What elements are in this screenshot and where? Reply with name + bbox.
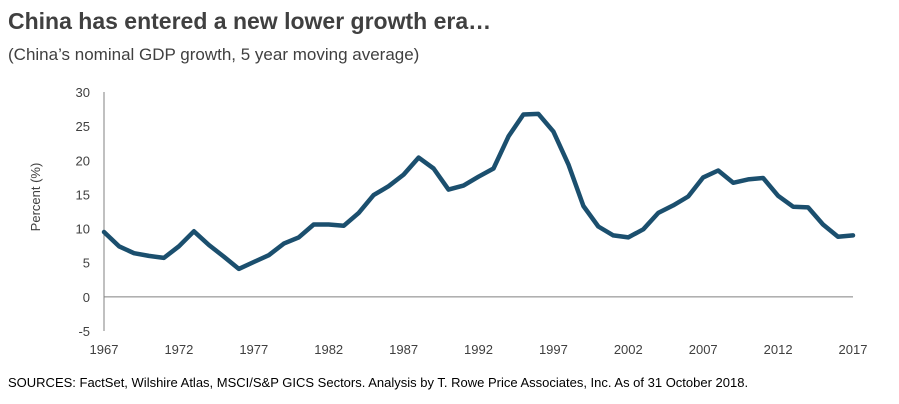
y-tick-label: 5 (83, 256, 90, 271)
y-tick-label: 30 (76, 85, 90, 100)
source-note: SOURCES: FactSet, Wilshire Atlas, MSCI/S… (8, 375, 749, 390)
x-tick-label: 2007 (689, 342, 718, 357)
x-tick-label: 1992 (464, 342, 493, 357)
y-tick-label: 15 (76, 187, 90, 202)
y-axis-ticks: -5 0 5 10 15 20 25 30 (76, 85, 90, 339)
y-tick-label: 10 (76, 222, 90, 237)
x-tick-label: 1972 (164, 342, 193, 357)
series-line (101, 111, 856, 272)
x-tick-label: 2017 (839, 342, 868, 357)
y-tick-label: 20 (76, 153, 90, 168)
x-tick-label: 1982 (314, 342, 343, 357)
x-axis-ticks: 1967 1972 1977 1982 1987 1992 1997 2002 2007 2012… (90, 342, 868, 357)
y-axis-label: Percent (%) (28, 163, 43, 232)
x-tick-label: 1967 (90, 342, 119, 357)
y-tick-label: 25 (76, 119, 90, 134)
x-tick-label: 2012 (764, 342, 793, 357)
x-tick-label: 1977 (239, 342, 268, 357)
y-tick-label: -5 (78, 324, 90, 339)
x-tick-label: 2002 (614, 342, 643, 357)
y-tick-label: 0 (83, 290, 90, 305)
x-tick-label: 1987 (389, 342, 418, 357)
x-tick-label: 1997 (539, 342, 568, 357)
chart-subtitle: (China’s nominal GDP growth, 5 year movi… (8, 45, 420, 64)
chart-title: China has entered a new lower growth era… (8, 8, 492, 34)
